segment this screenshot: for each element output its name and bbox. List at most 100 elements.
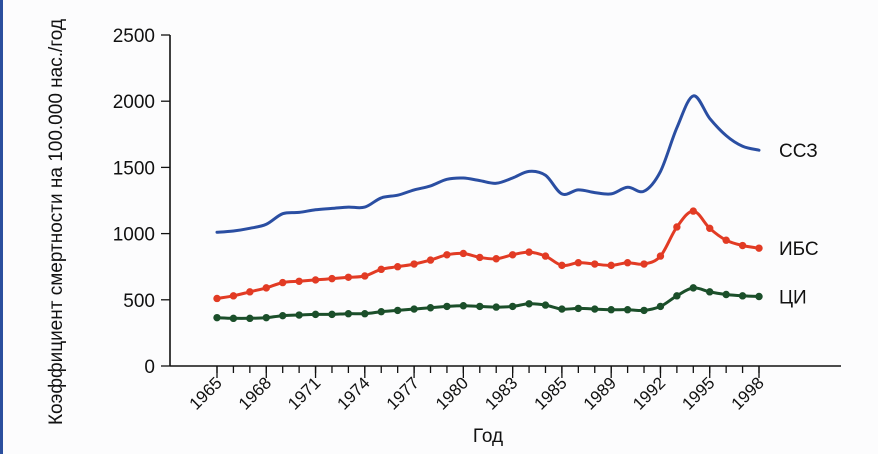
x-tick-label: 1992 [629, 373, 669, 413]
x-axis-title: Год [473, 426, 503, 447]
x-tick-label: 1983 [481, 373, 521, 413]
data-point [295, 311, 303, 319]
series-label: ССЗ [779, 141, 818, 162]
data-point [492, 255, 500, 263]
data-point [262, 313, 270, 322]
mortality-line-chart: 0 500 1000 1500 2000 2500 1965 1968 1971 1974 197… [46, 19, 841, 447]
data-point [558, 261, 566, 270]
series-line [215, 286, 761, 320]
data-point [706, 288, 714, 296]
data-point [459, 249, 468, 258]
x-tick-label: 1989 [580, 373, 620, 413]
data-point [738, 241, 747, 250]
data-point [459, 302, 468, 310]
y-tick-label: 2500 [113, 26, 155, 47]
data-point [508, 302, 517, 311]
data-point [673, 292, 681, 300]
x-tick-label: 1998 [728, 373, 768, 413]
data-point [262, 284, 270, 292]
data-point [689, 284, 698, 292]
data-point [656, 302, 665, 311]
x-tick-label: 1977 [383, 373, 423, 413]
data-point [213, 313, 221, 322]
y-axis: 0 500 1000 1500 2000 2500 [113, 26, 171, 378]
y-tick-label: 1500 [113, 158, 155, 179]
data-point [213, 294, 221, 303]
x-tick-label: 1968 [235, 373, 275, 413]
data-point [574, 304, 583, 313]
data-point [722, 290, 730, 299]
series-0 [215, 94, 761, 234]
series-1 [213, 207, 763, 303]
data-point [591, 305, 599, 313]
y-tick-label: 500 [123, 291, 155, 312]
data-point [706, 224, 714, 233]
data-point [344, 273, 353, 281]
data-point [311, 310, 320, 319]
data-point [492, 303, 500, 311]
data-point [295, 277, 303, 285]
data-point [426, 304, 435, 312]
data-point [410, 305, 418, 313]
x-tick-label: 1965 [186, 373, 226, 413]
data-point [755, 292, 763, 301]
data-point [278, 311, 287, 320]
data-point [246, 314, 254, 323]
data-point [278, 278, 287, 287]
data-point [574, 259, 583, 267]
data-point [623, 259, 632, 267]
series-layer [213, 94, 763, 323]
data-point [311, 276, 320, 284]
x-tick-label: 1985 [531, 373, 571, 413]
data-point [393, 306, 402, 315]
series-labels: ССЗ ИБС ЦИ [779, 141, 819, 308]
data-point [525, 248, 533, 256]
data-point [755, 244, 763, 252]
x-tick-label: 1980 [432, 373, 472, 413]
data-point [328, 310, 336, 319]
data-point [377, 308, 385, 316]
data-point [673, 223, 681, 231]
data-point [558, 305, 566, 313]
x-tick-label: 1971 [284, 373, 324, 413]
data-point [689, 207, 698, 215]
data-point [591, 260, 599, 268]
data-point [722, 236, 730, 244]
data-point [229, 292, 238, 300]
series-line [215, 209, 761, 300]
x-tick-label: 1995 [678, 373, 718, 413]
data-point [246, 288, 254, 296]
y-tick-label: 0 [144, 357, 155, 378]
series-label: ЦИ [779, 287, 807, 308]
data-point [640, 306, 648, 315]
data-point [656, 252, 665, 260]
data-point [476, 302, 484, 311]
data-point [426, 256, 435, 264]
series-label: ИБС [779, 239, 819, 260]
data-point [443, 302, 451, 311]
data-point [607, 261, 615, 270]
series-line [215, 94, 761, 234]
data-point [393, 263, 402, 271]
data-point [361, 272, 369, 280]
data-point [229, 314, 238, 323]
data-point [541, 301, 550, 309]
x-tick-label: 1974 [333, 373, 373, 413]
data-point [607, 306, 615, 314]
data-point [361, 310, 369, 318]
data-point [476, 253, 484, 262]
x-axis: 1965 1968 1971 1974 1977 1980 1983 1985 1989 1992… [170, 365, 841, 414]
data-point [738, 292, 747, 300]
y-axis-title: Коэффициент смертности на 100.000 нас./г… [46, 19, 67, 425]
data-point [508, 251, 517, 259]
data-point [443, 251, 451, 259]
data-point [525, 300, 533, 308]
data-point [377, 265, 385, 274]
data-point [640, 260, 648, 268]
y-tick-label: 2000 [113, 92, 155, 113]
data-point [328, 274, 336, 283]
data-point [410, 260, 418, 268]
data-point [344, 310, 353, 318]
y-tick-label: 1000 [113, 225, 155, 246]
